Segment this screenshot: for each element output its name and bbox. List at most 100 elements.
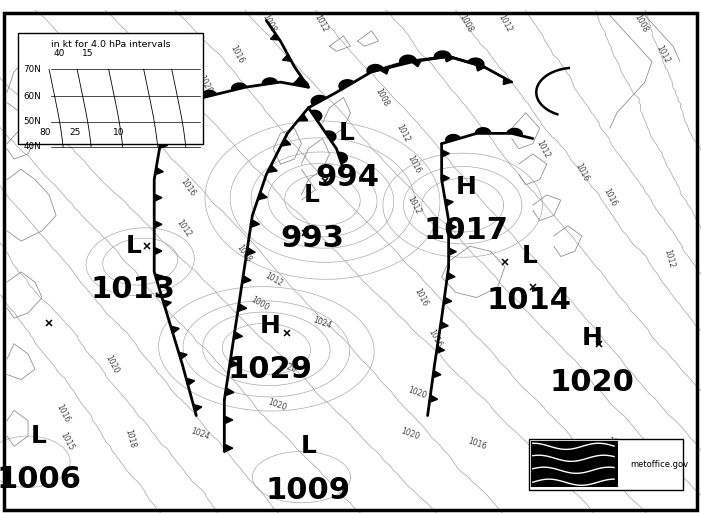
Text: 1020: 1020 [550, 368, 635, 397]
Polygon shape [468, 58, 484, 67]
Polygon shape [444, 55, 454, 62]
Polygon shape [436, 346, 444, 353]
Text: 1017: 1017 [423, 216, 509, 246]
Text: 1016: 1016 [229, 43, 245, 65]
Polygon shape [311, 110, 322, 121]
Polygon shape [445, 199, 454, 206]
Text: 1008: 1008 [458, 12, 475, 34]
Polygon shape [400, 55, 416, 63]
Text: L: L [339, 121, 355, 145]
Bar [529, 439, 683, 490]
Polygon shape [379, 68, 389, 74]
Text: 40N: 40N [23, 142, 41, 151]
Polygon shape [186, 378, 195, 385]
Text: in kt for 4.0 hPa intervals: in kt for 4.0 hPa intervals [50, 40, 170, 49]
Text: 1024: 1024 [189, 426, 210, 441]
Polygon shape [411, 61, 421, 67]
Text: H: H [456, 175, 477, 199]
Text: L: L [31, 424, 46, 448]
Bar [18, 33, 203, 144]
Text: 1014: 1014 [486, 286, 572, 315]
Text: 1012: 1012 [405, 194, 422, 216]
Text: 1008: 1008 [235, 244, 253, 264]
Text: 1020: 1020 [104, 353, 121, 375]
Polygon shape [475, 128, 491, 133]
Text: 1013: 1013 [90, 275, 176, 305]
Polygon shape [242, 275, 251, 284]
Text: 1012: 1012 [175, 218, 193, 239]
Polygon shape [476, 65, 485, 71]
Text: 1020: 1020 [266, 398, 287, 413]
Polygon shape [440, 322, 448, 329]
Text: 1008: 1008 [260, 12, 277, 34]
Text: 1024: 1024 [312, 315, 333, 331]
Text: 60N: 60N [23, 92, 41, 101]
Polygon shape [283, 54, 292, 62]
Polygon shape [238, 304, 247, 311]
Polygon shape [434, 51, 451, 58]
Text: 1018: 1018 [123, 428, 137, 449]
Text: 1020: 1020 [407, 385, 428, 400]
Polygon shape [155, 274, 163, 281]
Text: 1008: 1008 [633, 12, 650, 34]
Polygon shape [325, 131, 336, 142]
Text: 1016: 1016 [426, 328, 443, 349]
Text: 1029: 1029 [227, 355, 313, 384]
Text: 1020: 1020 [196, 74, 213, 95]
Text: 1008: 1008 [374, 87, 390, 108]
Text: 25: 25 [69, 128, 81, 137]
Text: 1012: 1012 [654, 43, 671, 65]
Polygon shape [179, 352, 187, 359]
Polygon shape [155, 167, 163, 175]
Polygon shape [433, 370, 441, 378]
Polygon shape [246, 248, 255, 255]
Polygon shape [442, 174, 449, 182]
Polygon shape [449, 248, 456, 255]
Polygon shape [339, 80, 354, 90]
Polygon shape [296, 76, 305, 82]
Polygon shape [311, 95, 327, 105]
Text: 1016: 1016 [601, 187, 618, 208]
Text: 1006: 1006 [0, 465, 81, 495]
Polygon shape [258, 192, 267, 200]
Text: L: L [304, 183, 320, 207]
Polygon shape [154, 194, 162, 201]
Polygon shape [250, 220, 259, 227]
Polygon shape [154, 221, 162, 228]
Text: 1016: 1016 [466, 436, 487, 451]
Polygon shape [293, 80, 308, 87]
Polygon shape [503, 78, 512, 85]
Text: 1012: 1012 [263, 271, 284, 288]
Polygon shape [165, 114, 173, 122]
Text: 10: 10 [114, 128, 125, 137]
Text: 1012: 1012 [662, 249, 676, 269]
Text: 15: 15 [82, 49, 93, 58]
Text: 1016: 1016 [573, 161, 590, 183]
Text: 1016: 1016 [606, 436, 627, 451]
Text: 1015: 1015 [58, 430, 75, 452]
Text: L: L [522, 244, 537, 268]
Text: 1012: 1012 [496, 12, 513, 34]
Text: 50N: 50N [23, 117, 41, 126]
Polygon shape [160, 141, 168, 148]
Polygon shape [231, 83, 247, 90]
Text: 1016: 1016 [412, 287, 429, 308]
Text: 993: 993 [280, 224, 344, 253]
Text: L: L [125, 234, 141, 258]
Text: 1016: 1016 [179, 177, 197, 198]
Polygon shape [267, 165, 277, 172]
Text: 1016: 1016 [405, 153, 422, 175]
Text: metoffice.gov: metoffice.gov [631, 460, 689, 469]
Polygon shape [446, 134, 461, 142]
Text: 1012: 1012 [395, 123, 411, 144]
Text: 1020: 1020 [400, 426, 421, 441]
Text: 70N: 70N [23, 65, 41, 74]
Text: 40: 40 [54, 49, 65, 58]
Polygon shape [224, 444, 233, 452]
Polygon shape [224, 416, 233, 424]
Polygon shape [281, 139, 291, 146]
Polygon shape [507, 128, 522, 136]
Text: 1000: 1000 [249, 295, 270, 312]
Text: 1012: 1012 [313, 12, 329, 34]
Polygon shape [442, 150, 449, 157]
